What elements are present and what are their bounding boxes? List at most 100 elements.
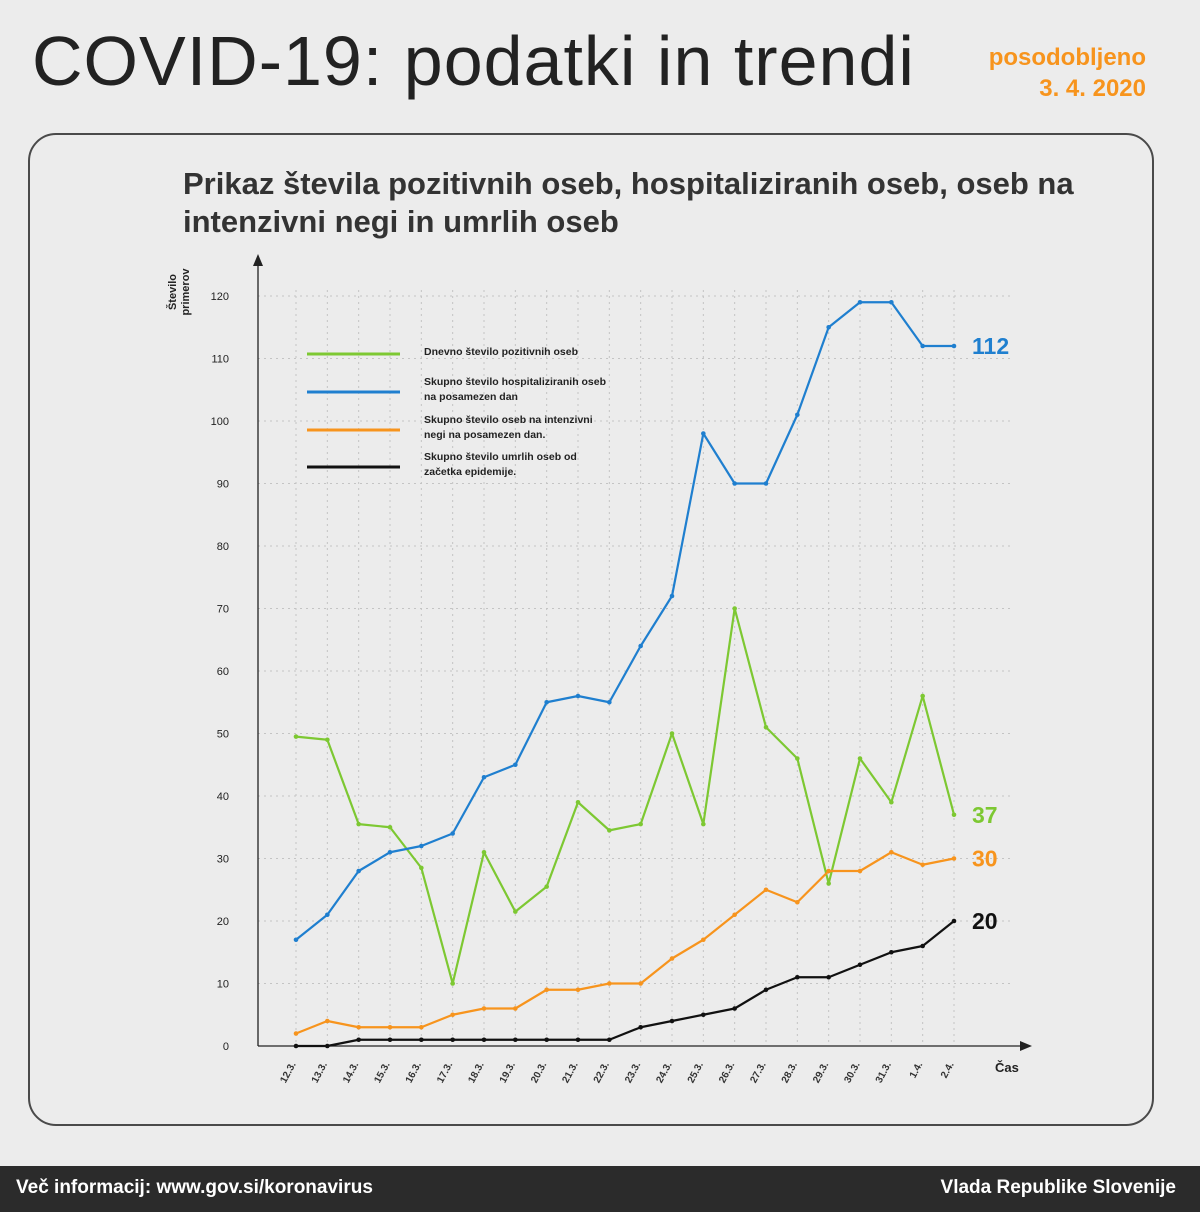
- series-1-point: [857, 756, 863, 761]
- series-1-point: [889, 799, 894, 805]
- series-4-point: [419, 1037, 424, 1043]
- series-4-point: [325, 1043, 330, 1049]
- x-tick-label: 28.3.: [780, 1060, 800, 1085]
- y-tick-label: 10: [217, 979, 229, 991]
- series-3-point: [419, 1024, 424, 1030]
- series-4-point: [544, 1037, 549, 1043]
- x-tick-label: 21.3.: [560, 1060, 580, 1085]
- series-4-point: [889, 949, 894, 955]
- y-tick-label: 50: [217, 729, 229, 741]
- series-3-point: [763, 887, 769, 893]
- x-tick-label: 1.4.: [908, 1060, 926, 1080]
- series-4-point: [387, 1037, 393, 1043]
- series-3-point: [951, 856, 957, 861]
- updated-date: 3. 4. 2020: [1039, 75, 1146, 103]
- x-tick-label: 26.3.: [717, 1060, 737, 1085]
- footer-info: Več informacij: www.gov.si/koronavirus: [16, 1177, 373, 1198]
- series-3-point: [920, 862, 925, 868]
- series-2-point: [732, 481, 737, 486]
- series-4-point: [638, 1024, 643, 1030]
- y-tick-label: 90: [217, 479, 229, 491]
- series-2-end-label: 112: [972, 333, 1009, 359]
- y-tick-label: 80: [217, 541, 229, 553]
- x-tick-label: 13.3.: [310, 1060, 330, 1085]
- series-3-point: [356, 1024, 361, 1030]
- series-1-point: [951, 812, 957, 818]
- update-info: posodobljeno 3. 4. 2020: [989, 42, 1146, 104]
- series-4-point: [763, 987, 769, 993]
- series-4-point: [795, 974, 800, 980]
- series-lines: [293, 299, 957, 1049]
- series-3-point: [638, 981, 643, 986]
- legend: Dnevno število pozitivnih oseb Skupno šte…: [307, 346, 606, 478]
- x-tick-label: 17.3.: [435, 1060, 455, 1085]
- page-title: COVID-19: podatki in trendi: [32, 22, 915, 100]
- series-2-point: [826, 324, 831, 330]
- series-1-point: [544, 884, 549, 889]
- x-tick-label: 30.3.: [842, 1060, 862, 1085]
- chart-title: Prikaz števila pozitivnih oseb, hospital…: [183, 166, 1074, 239]
- series-1-end-label: 37: [972, 802, 998, 828]
- series-2-point: [951, 343, 957, 349]
- series-4-point: [575, 1037, 581, 1043]
- x-axis-label: Čas: [995, 1060, 1019, 1075]
- series-2-point: [450, 831, 455, 836]
- legend-entry: Dnevno število pozitivnih oseb: [424, 346, 578, 358]
- x-tick-label: 29.3.: [811, 1060, 831, 1085]
- series-4-line: [296, 920, 955, 1048]
- series-1-point: [575, 799, 581, 805]
- legend-entry: Skupno število hospitaliziranih oseb na p…: [424, 376, 606, 403]
- series-3-point: [732, 912, 737, 918]
- y-axis-arrow: [253, 254, 263, 266]
- series-2-point: [544, 699, 549, 705]
- series-3-point: [669, 956, 675, 961]
- end-labels: 37 112 30 20: [972, 333, 1009, 934]
- series-2-point: [763, 481, 769, 486]
- footer: Več informacij: www.gov.si/koronavirus V…: [0, 1166, 1200, 1212]
- series-3-point: [544, 987, 549, 993]
- series-4-point: [607, 1037, 612, 1043]
- y-tick-label: 120: [211, 291, 229, 303]
- series-3-point: [325, 1018, 330, 1024]
- series-1-point: [763, 724, 769, 730]
- chart-panel: [28, 133, 1154, 1126]
- series-2-point: [575, 693, 581, 699]
- y-tick-label: 40: [217, 791, 229, 803]
- series-4-point: [669, 1018, 675, 1024]
- series-2-point: [481, 774, 487, 780]
- x-tick-label: 14.3.: [341, 1060, 361, 1085]
- series-1-point: [638, 821, 643, 827]
- series-1-point: [325, 737, 330, 743]
- x-tick-label: 27.3.: [748, 1060, 768, 1085]
- series-4-point: [513, 1037, 518, 1043]
- x-tick-label: 12.3.: [278, 1060, 298, 1085]
- series-1-point: [387, 824, 393, 830]
- x-tick-label: 20.3.: [529, 1060, 549, 1085]
- x-tick-label: 24.3.: [654, 1060, 674, 1085]
- y-tick-label: 110: [211, 354, 229, 366]
- series-1-point: [419, 865, 424, 871]
- x-axis-arrow: [1020, 1041, 1032, 1051]
- series-2-point: [889, 299, 894, 305]
- series-4-point: [356, 1037, 361, 1043]
- series-4-point: [481, 1037, 487, 1043]
- legend-entry: Skupno število umrlih oseb od začetka epi…: [424, 451, 577, 478]
- series-1-point: [481, 849, 487, 855]
- series-1-point: [513, 909, 518, 914]
- series-2-point: [920, 343, 925, 349]
- series-1-point: [607, 828, 612, 833]
- y-tick-label: 60: [217, 666, 229, 678]
- y-axis-label: Številoprimerov: [166, 268, 192, 316]
- series-4-point: [732, 1006, 737, 1011]
- series-1-point: [795, 756, 800, 761]
- y-tick-label: 0: [223, 1041, 229, 1053]
- series-1-point: [293, 734, 299, 739]
- x-tick-label: 19.3.: [498, 1060, 518, 1085]
- series-2-point: [419, 843, 424, 849]
- x-tick-label: 31.3.: [874, 1060, 894, 1085]
- series-2-point: [607, 699, 612, 705]
- y-tick-label: 70: [217, 604, 229, 616]
- series-2-point: [857, 299, 863, 305]
- series-2-point: [293, 937, 299, 943]
- x-tick-label: 16.3.: [404, 1060, 424, 1085]
